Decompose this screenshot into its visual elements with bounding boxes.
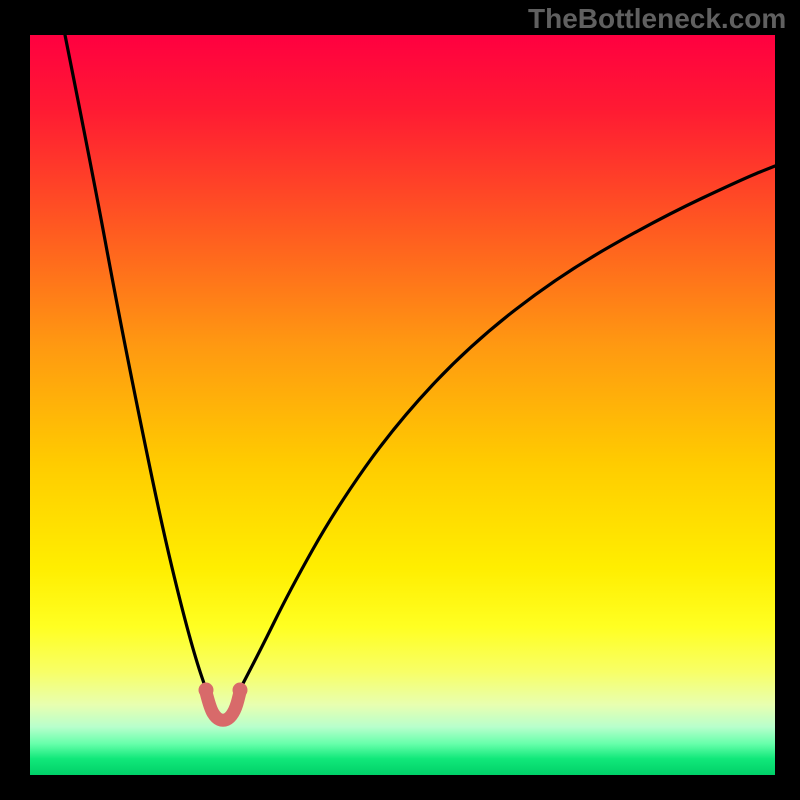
frame-bottom [0,775,800,800]
plot-background [30,35,775,775]
chart-plot [0,0,800,800]
frame-right [775,35,800,775]
watermark-text: TheBottleneck.com [528,3,786,35]
valley-dot-right [233,683,248,698]
frame-left [0,35,30,775]
valley-dot-left [199,683,214,698]
